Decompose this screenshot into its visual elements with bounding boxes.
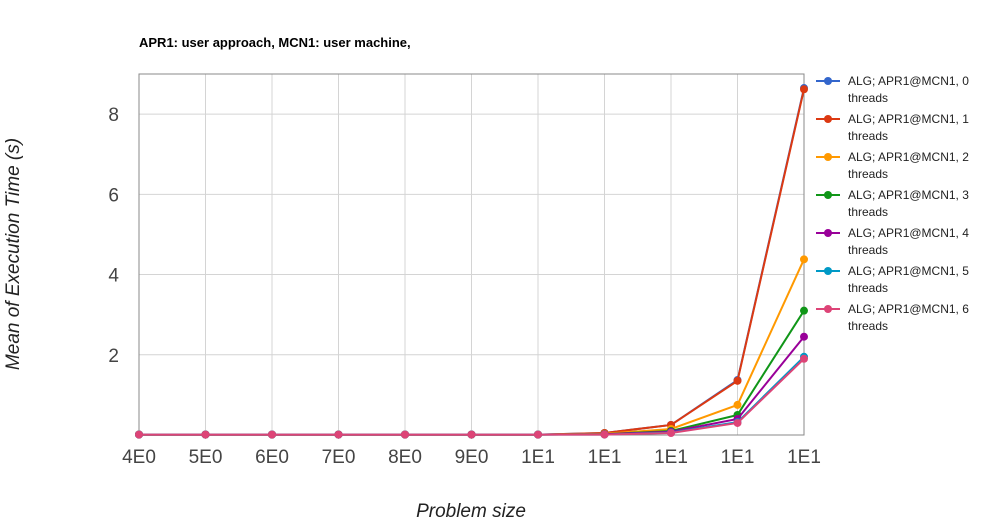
data-point[interactable]	[800, 255, 808, 264]
y-axis-ticks: 2 4 6 8	[108, 105, 119, 367]
x-tick-label: 7E0	[322, 447, 356, 468]
data-point[interactable]	[467, 430, 476, 439]
data-point[interactable]	[800, 354, 808, 363]
legend-item-5[interactable]: ALG; APR1@MCN1, 5 threads	[816, 264, 969, 295]
x-tick-label: 4E0	[122, 447, 156, 468]
x-tick-label: 9E0	[455, 447, 489, 468]
data-point[interactable]	[800, 85, 808, 94]
legend-label: ALG; APR1@MCN1, 5	[848, 264, 969, 278]
x-axis-ticks: 4E0 5E0 6E0 7E0 8E0 9E0 1E1 1E1 1E1 1E1 1E1	[122, 447, 821, 468]
legend-item-4[interactable]: ALG; APR1@MCN1, 4 threads	[816, 226, 969, 257]
legend-swatch-dot	[824, 115, 832, 123]
data-point[interactable]	[268, 430, 276, 439]
legend-label: threads	[848, 243, 888, 257]
y-tick-label: 2	[108, 346, 119, 367]
data-point[interactable]	[135, 430, 143, 439]
data-point[interactable]	[401, 430, 409, 439]
x-tick-label: 1E1	[521, 447, 555, 468]
data-point[interactable]	[667, 428, 675, 437]
legend-label: ALG; APR1@MCN1, 6	[848, 302, 969, 316]
legend-label: threads	[848, 319, 888, 333]
legend-label: ALG; APR1@MCN1, 1	[848, 112, 969, 126]
grid	[138, 74, 805, 435]
legend-swatch-dot	[824, 153, 832, 161]
x-tick-label: 1E1	[588, 447, 622, 468]
legend-swatch-dot	[824, 305, 832, 313]
data-point[interactable]	[600, 430, 609, 439]
legend-label: threads	[848, 167, 888, 181]
data-point[interactable]	[534, 430, 542, 439]
legend-label: threads	[848, 205, 888, 219]
x-tick-label: 6E0	[255, 447, 289, 468]
data-point[interactable]	[800, 306, 808, 315]
legend-label: ALG; APR1@MCN1, 3	[848, 188, 969, 202]
legend-label: ALG; APR1@MCN1, 2	[848, 150, 969, 164]
legend-item-0[interactable]: ALG; APR1@MCN1, 0 threads	[816, 74, 969, 105]
legend-label: ALG; APR1@MCN1, 4	[848, 226, 969, 240]
y-tick-label: 4	[108, 266, 119, 287]
x-axis-title: Problem size	[416, 501, 526, 522]
x-tick-label: 8E0	[388, 447, 422, 468]
legend-label: threads	[848, 91, 888, 105]
legend-label: threads	[848, 281, 888, 295]
data-point[interactable]	[201, 430, 210, 439]
x-tick-label: 5E0	[189, 447, 223, 468]
y-tick-label: 6	[108, 185, 119, 206]
x-tick-label: 1E1	[654, 447, 688, 468]
legend-label: threads	[848, 129, 888, 143]
data-point[interactable]	[733, 400, 742, 409]
series-group	[135, 84, 808, 439]
legend-label: ALG; APR1@MCN1, 0	[848, 74, 969, 88]
legend-swatch-dot	[824, 77, 832, 85]
data-point[interactable]	[733, 376, 742, 385]
legend-swatch-dot	[824, 229, 832, 237]
y-axis-title: Mean of Execution Time (s)	[3, 138, 24, 370]
legend-item-2[interactable]: ALG; APR1@MCN1, 2 threads	[816, 150, 969, 181]
x-tick-label: 1E1	[721, 447, 755, 468]
data-point[interactable]	[733, 418, 742, 427]
legend-item-6[interactable]: ALG; APR1@MCN1, 6 threads	[816, 302, 969, 333]
chart-title: APR1: user approach, MCN1: user machine,	[139, 35, 411, 50]
x-tick-label: 1E1	[787, 447, 821, 468]
data-point[interactable]	[334, 430, 343, 439]
legend-swatch-dot	[824, 191, 832, 199]
y-tick-label: 8	[108, 105, 119, 126]
legend-item-1[interactable]: ALG; APR1@MCN1, 1 threads	[816, 112, 969, 143]
legend-item-3[interactable]: ALG; APR1@MCN1, 3 threads	[816, 188, 969, 219]
legend-swatch-dot	[824, 267, 832, 275]
series-6	[135, 354, 808, 439]
data-point[interactable]	[800, 332, 808, 341]
